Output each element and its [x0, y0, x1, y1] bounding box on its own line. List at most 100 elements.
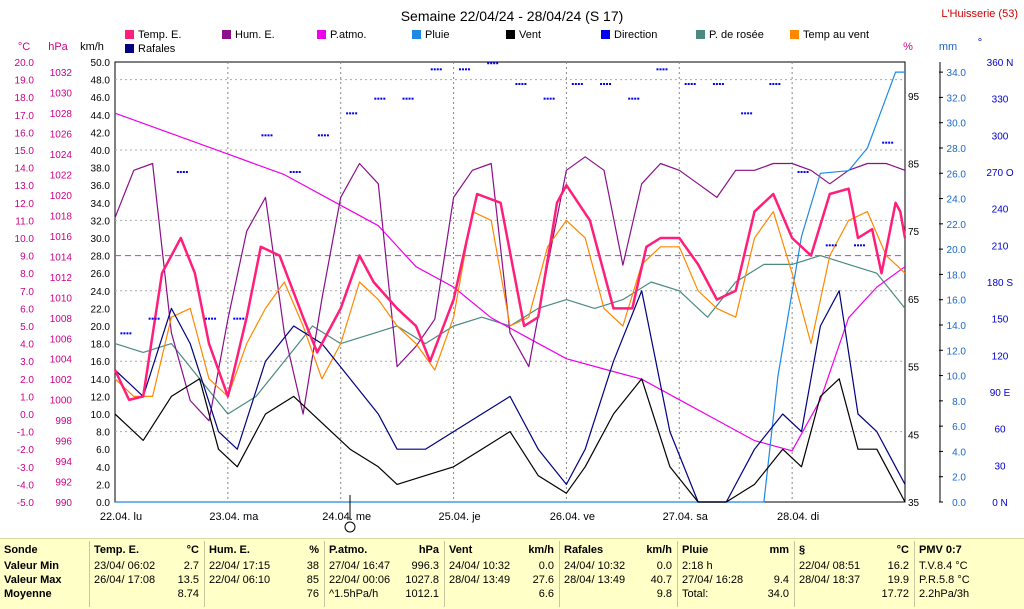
stats-row: P.R.5.8 °C: [919, 574, 1018, 588]
legend-swatch: [125, 44, 134, 53]
mm-tick: 28.0: [947, 144, 967, 155]
hpa-tick: 1030: [50, 89, 73, 100]
temp-tick: 11.0: [15, 216, 34, 227]
hpa-tick: 1012: [50, 273, 73, 284]
direction-point: [634, 97, 637, 100]
legend-label: Temp. E.: [138, 29, 181, 41]
stats-row: Moyenne: [4, 588, 84, 602]
direction-point: [546, 97, 549, 100]
direction-point: [323, 134, 326, 137]
legend-label: P.atmo.: [330, 29, 367, 41]
direction-point: [467, 68, 470, 71]
stats-cell: T.V.8.4 °C: [919, 560, 968, 572]
stats-title: Vent: [449, 544, 473, 556]
mm-tick: 30.0: [947, 119, 967, 130]
stats-cell: 24/04/ 10:32: [449, 560, 511, 572]
direction-point: [349, 112, 352, 115]
temp-tick: 19.0: [15, 76, 35, 87]
mm-tick: 22.0: [947, 220, 967, 231]
kmh-tick: 4.0: [96, 463, 110, 474]
stats-column: PMV 0:7 T.V.8.4 °C P.R.5.8 °C 2.2hPa/3h: [915, 539, 1024, 609]
hum-tick: 75: [908, 227, 920, 238]
kmh-tick: 46.0: [91, 93, 111, 104]
stats-cell: 22/04/ 08:51: [799, 560, 861, 572]
temp-tick: 13.0: [15, 181, 35, 192]
stats-row: 17.72: [799, 588, 909, 602]
direction-point: [120, 332, 123, 335]
kmh-tick: 14.0: [91, 375, 111, 386]
stats-row: T.V.8.4 °C: [919, 560, 1018, 574]
mm-tick: 4.0: [952, 447, 966, 458]
direction-point: [518, 83, 521, 85]
direction-point: [182, 171, 185, 173]
legend-swatch: [317, 30, 326, 39]
stats-value: 2.7: [183, 560, 199, 572]
stats-row: 22/04/ 17:15 38: [209, 560, 319, 574]
stats-column: § °C 22/04/ 08:51 16.2 28/04/ 18:37 19.9 17.72: [795, 539, 915, 609]
hpa-tick: 1022: [50, 171, 73, 182]
day-label: 23.04. ma: [209, 511, 259, 523]
stats-row: 27/04/ 16:47 996.3: [329, 560, 439, 574]
hpa-tick: 1016: [50, 232, 73, 243]
direction-point: [461, 68, 464, 71]
direction-point: [580, 83, 583, 85]
stats-value: 34.0: [767, 588, 789, 600]
direction-point: [609, 83, 612, 85]
hpa-tick: 1018: [50, 211, 73, 222]
direction-point: [148, 317, 151, 320]
chart-title: Semaine 22/04/24 - 28/04/24 (S 17): [401, 8, 624, 24]
hpa-tick: 1006: [50, 334, 73, 345]
legend-label: Rafales: [138, 43, 176, 55]
stats-row: 2:18 h: [682, 560, 789, 574]
kmh-tick: 26.0: [91, 269, 111, 280]
direction-point: [346, 112, 349, 115]
direction-point: [436, 68, 439, 71]
direction-point: [715, 83, 718, 85]
hpa-tick: 1024: [50, 150, 73, 161]
direction-point: [176, 171, 179, 173]
mm-tick: 24.0: [947, 195, 967, 206]
hpa-tick: 1004: [50, 355, 73, 366]
direction-point: [803, 171, 806, 173]
direction-point: [574, 83, 577, 85]
series-line-temp-au-vent: [114, 211, 906, 397]
stats-row: 24/04/ 10:32 0.0: [449, 560, 554, 574]
direction-point: [233, 317, 236, 320]
mm-tick: 6.0: [952, 422, 966, 433]
stats-cell: Total:: [682, 588, 709, 600]
direction-point: [236, 317, 239, 320]
stats-row: 26/04/ 17:08 13.5: [94, 574, 199, 588]
direction-point: [571, 83, 574, 85]
hpa-tick: 996: [55, 437, 72, 448]
stats-value: 85: [306, 574, 319, 586]
direction-point: [205, 317, 208, 320]
day-label: 27.04. sa: [663, 511, 709, 523]
stats-value: 38: [306, 560, 319, 572]
stats-value: 16.2: [887, 560, 909, 572]
stats-column: Pluie mm 2:18 h 27/04/ 16:28 9.4 Total: 34.0: [678, 539, 795, 609]
stats-value: 8.74: [177, 588, 199, 600]
direction-point: [211, 317, 214, 320]
temp-tick: 3.0: [20, 357, 34, 368]
stats-cell: 2.2hPa/3h: [919, 588, 970, 600]
stats-row: Valeur Min: [4, 560, 84, 574]
hpa-tick: 990: [55, 498, 72, 509]
legend-label: Hum. E.: [235, 29, 275, 41]
direction-point: [603, 83, 606, 85]
stats-value: 6.6: [538, 588, 554, 600]
mm-tick: 14.0: [947, 321, 967, 332]
stats-value: 1012.1: [405, 588, 439, 600]
legend-swatch: [506, 30, 515, 39]
direction-point: [326, 134, 329, 137]
direction-point: [264, 134, 267, 137]
direction-point: [411, 97, 414, 100]
series-layer: [113, 62, 907, 503]
direction-point: [797, 171, 800, 173]
direction-point: [261, 134, 264, 137]
direction-point: [862, 244, 865, 247]
dir-tick: 360 N: [987, 58, 1014, 69]
stats-row: 28/04/ 18:37 19.9: [799, 574, 909, 588]
stats-row: 22/04/ 06:10 85: [209, 574, 319, 588]
direction-point: [515, 83, 518, 85]
stats-separator: [444, 541, 445, 607]
